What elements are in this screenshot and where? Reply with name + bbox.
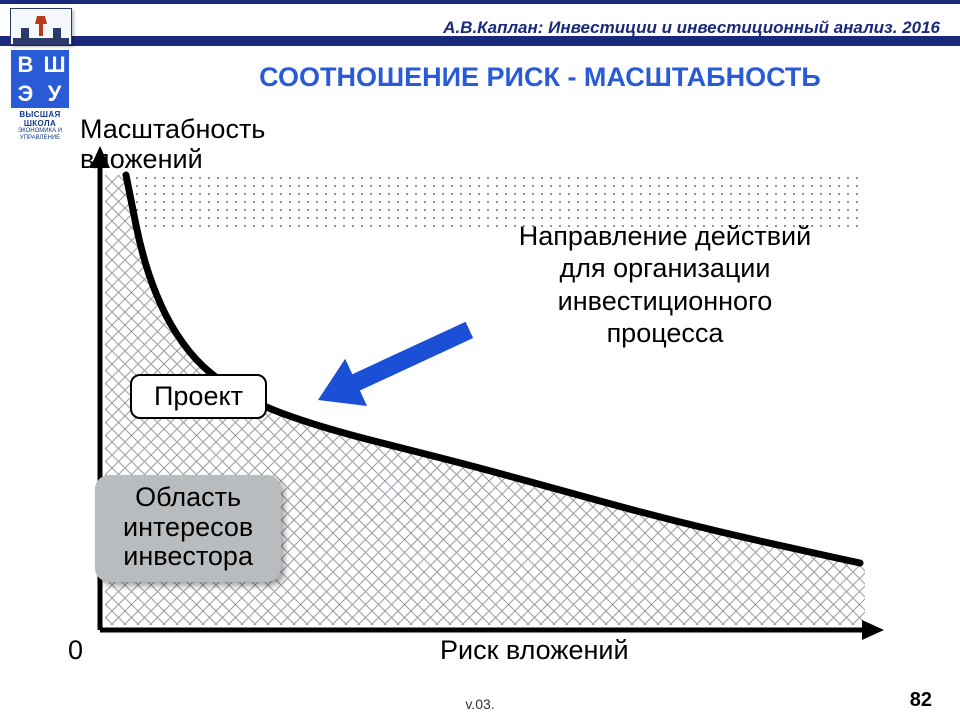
header-author: А.В.Каплан: Инвестиции и инвестиционный … (443, 18, 940, 38)
risk-scale-chart: Масштабность вложений 0 Риск вложений На… (70, 120, 900, 660)
logo-letter: У (40, 79, 69, 108)
logo-subcaption: ЭКОНОМИКА И УПРАВЛЕНИЕ (10, 128, 70, 142)
slide: А.В.Каплан: Инвестиции и инвестиционный … (0, 0, 960, 720)
direction-annotation: Направление действий для организации инв… (450, 220, 880, 350)
investor-area-box: Область интересов инвестора (95, 475, 281, 582)
page-number: 82 (910, 689, 932, 712)
logo-caption: ВЫСШАЯ ШКОЛА (10, 110, 70, 128)
origin-label: 0 (68, 635, 83, 666)
header-bar-top (0, 0, 960, 4)
logo-letter: Ш (40, 50, 69, 79)
version-label: v.03. (0, 696, 960, 712)
logo-school: В Ш Э У ВЫСШАЯ ШКОЛА ЭКОНОМИКА И УПРАВЛЕ… (10, 50, 70, 142)
project-box: Проект (130, 374, 267, 419)
logo-letter: Э (11, 79, 40, 108)
y-axis-label: Масштабность вложений (80, 115, 265, 174)
logo-school-grid: В Ш Э У (11, 50, 69, 108)
logo-letter: В (11, 50, 40, 79)
slide-title: СООТНОШЕНИЕ РИСК - МАСШТАБНОСТЬ (150, 62, 930, 93)
logo-university (10, 8, 72, 45)
x-axis-label: Риск вложений (440, 635, 629, 666)
